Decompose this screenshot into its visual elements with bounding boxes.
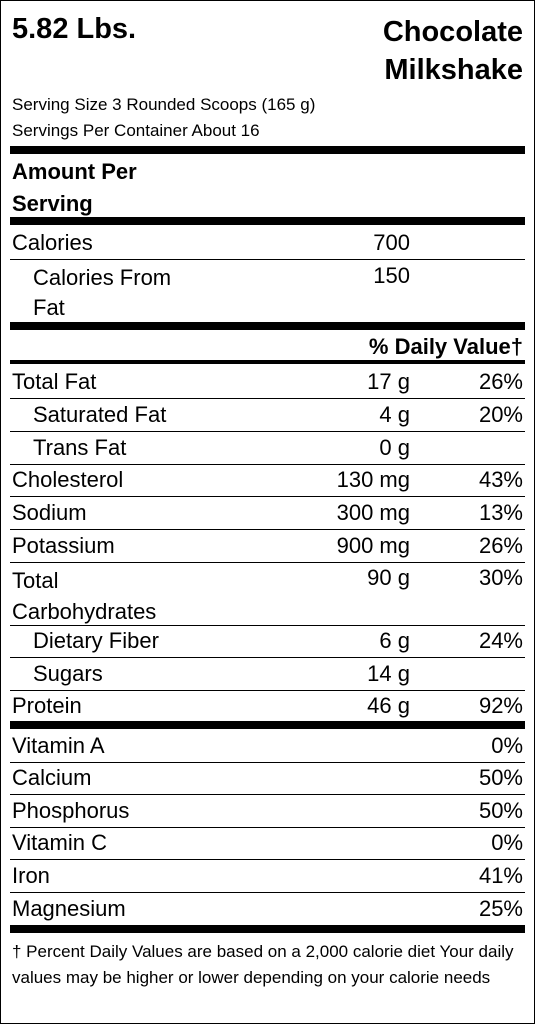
product-name-line2: Milkshake [384, 54, 523, 86]
nutrient-amount: 14 g [367, 661, 410, 686]
divider [10, 398, 525, 399]
nutrient-daily-value: 20% [478, 402, 523, 427]
divider-thick [10, 925, 525, 933]
nutrient-label-line2: Carbohydrates [12, 599, 157, 624]
nutrient-label: Total Fat [12, 369, 97, 394]
product-name: Chocolate Milkshake [383, 13, 523, 89]
divider [10, 690, 525, 691]
nutrient-amount: 46 g [367, 693, 410, 718]
divider-medium [10, 360, 525, 364]
vitamin-label: Vitamin A [12, 733, 105, 758]
vitamin-label: Calcium [12, 765, 92, 790]
calories-from-fat-label: Calories From Fat [33, 263, 171, 323]
nutrient-label: Cholesterol [12, 467, 124, 492]
divider-thick [10, 322, 525, 330]
nutrient-amount: 900 mg [336, 533, 410, 558]
nutrient-daily-value: 30% [478, 565, 523, 590]
vitamin-label: Magnesium [12, 896, 126, 921]
serving-size: Serving Size 3 Rounded Scoops (165 g) [12, 95, 316, 114]
nutrient-label-line1: Total [12, 568, 59, 593]
vitamin-daily-value: 50% [478, 798, 523, 823]
divider [10, 657, 525, 658]
nutrient-daily-value: 92% [478, 693, 523, 718]
vitamin-label: Phosphorus [12, 798, 130, 823]
product-weight: 5.82 Lbs. [12, 13, 137, 45]
divider [10, 529, 525, 530]
divider [10, 259, 525, 260]
nutrient-amount: 300 mg [336, 500, 410, 525]
servings-per-container: Servings Per Container About 16 [12, 121, 260, 140]
nutrient-daily-value: 24% [478, 628, 523, 653]
nutrient-label: Sugars [33, 661, 103, 686]
divider [10, 464, 525, 465]
calories-from-fat-value: 150 [373, 263, 410, 288]
daily-value-header: % Daily Value† [368, 334, 523, 359]
nutrient-label: Total Carbohydrates [12, 565, 156, 627]
divider [10, 762, 525, 763]
divider [10, 794, 525, 795]
nutrient-label: Saturated Fat [33, 402, 167, 427]
divider [10, 625, 525, 626]
vitamin-daily-value: 0% [491, 830, 523, 855]
calories-from-fat-line1: Calories From [33, 265, 172, 290]
amount-heading-line1: Amount Per [12, 159, 137, 184]
calories-from-fat-line2: Fat [33, 295, 65, 320]
nutrient-label: Dietary Fiber [33, 628, 159, 653]
vitamin-daily-value: 25% [478, 896, 523, 921]
nutrient-label: Protein [12, 693, 82, 718]
vitamin-label: Iron [12, 863, 50, 888]
calories-value: 700 [373, 230, 410, 255]
divider [10, 431, 525, 432]
nutrient-daily-value: 26% [478, 369, 523, 394]
vitamin-label: Vitamin C [12, 830, 107, 855]
nutrient-amount: 90 g [367, 565, 410, 590]
nutrient-daily-value: 13% [478, 500, 523, 525]
vitamin-daily-value: 41% [478, 863, 523, 888]
nutrient-amount: 130 mg [336, 467, 410, 492]
nutrient-label: Potassium [12, 533, 115, 558]
vitamin-daily-value: 50% [478, 765, 523, 790]
divider [10, 892, 525, 893]
nutrient-daily-value: 26% [478, 533, 523, 558]
calories-label: Calories [12, 230, 93, 255]
amount-per-serving-heading: Amount Per Serving [12, 156, 137, 220]
nutrient-label: Sodium [12, 500, 87, 525]
nutrient-daily-value: 43% [478, 467, 523, 492]
divider [10, 496, 525, 497]
nutrient-amount: 17 g [367, 369, 410, 394]
vitamin-daily-value: 0% [491, 733, 523, 758]
nutrient-amount: 6 g [379, 628, 410, 653]
footnote: † Percent Daily Values are based on a 2,… [12, 942, 514, 987]
nutrient-amount: 4 g [379, 402, 410, 427]
divider-thick [10, 146, 525, 154]
divider-thick [10, 721, 525, 729]
nutrient-label: Trans Fat [33, 435, 127, 460]
divider [10, 827, 525, 828]
product-name-line1: Chocolate [382, 16, 523, 48]
divider-thick [10, 217, 525, 225]
amount-heading-line2: Serving [12, 191, 93, 216]
nutrient-amount: 0 g [379, 435, 410, 460]
divider [10, 562, 525, 563]
divider [10, 859, 525, 860]
